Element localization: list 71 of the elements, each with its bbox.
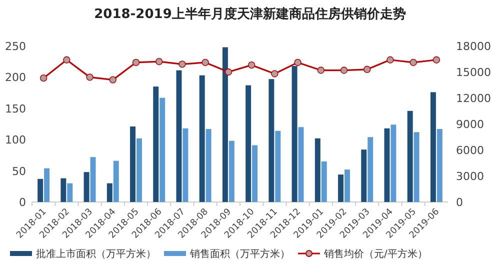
y-tick-label: 150 bbox=[5, 102, 26, 116]
bar bbox=[206, 128, 212, 202]
bar bbox=[252, 145, 258, 202]
point bbox=[86, 74, 94, 81]
bar bbox=[60, 178, 66, 202]
point bbox=[432, 56, 440, 64]
point bbox=[178, 60, 186, 68]
point bbox=[156, 58, 163, 66]
y2-tick-label: 6000 bbox=[456, 144, 484, 157]
point bbox=[317, 66, 324, 74]
y2-tick-label: 3000 bbox=[456, 170, 484, 183]
point bbox=[386, 56, 394, 64]
point bbox=[132, 58, 140, 66]
bar bbox=[384, 128, 390, 202]
bar bbox=[430, 92, 436, 202]
bar bbox=[153, 86, 159, 202]
legend-label: 销售面积（万平方米） bbox=[189, 248, 290, 260]
point bbox=[364, 66, 371, 73]
bar bbox=[344, 170, 350, 202]
y2-tick-label: 9000 bbox=[456, 118, 484, 131]
y2-tick-label: 18000 bbox=[456, 40, 491, 53]
point bbox=[271, 70, 278, 78]
bar bbox=[314, 138, 320, 202]
bar bbox=[275, 130, 281, 202]
bar bbox=[246, 85, 252, 202]
legend-label: 销售均价（元/平方米） bbox=[323, 248, 428, 260]
y2-tick-label: 0 bbox=[456, 196, 463, 209]
bar bbox=[38, 178, 44, 202]
bar bbox=[67, 183, 73, 202]
bar bbox=[298, 127, 304, 202]
bar bbox=[199, 75, 205, 202]
y-tick-label: 0 bbox=[19, 196, 26, 209]
bar bbox=[106, 183, 112, 202]
point bbox=[109, 76, 116, 84]
point bbox=[248, 61, 256, 69]
point bbox=[340, 66, 348, 74]
bar bbox=[268, 79, 274, 202]
point bbox=[63, 56, 70, 64]
chart-title: 2018-2019上半年月度天津新建商品住房供销价走势 bbox=[94, 6, 406, 22]
point bbox=[202, 58, 209, 66]
point bbox=[40, 74, 48, 82]
bar bbox=[136, 138, 142, 202]
bar bbox=[44, 168, 50, 202]
bar bbox=[222, 47, 228, 202]
bar bbox=[321, 161, 327, 202]
bar bbox=[436, 128, 442, 202]
point bbox=[224, 68, 232, 76]
bar bbox=[390, 124, 396, 202]
bar bbox=[182, 128, 188, 202]
y-tick-label: 200 bbox=[5, 71, 26, 84]
bar bbox=[176, 70, 182, 202]
point bbox=[410, 58, 417, 66]
bar bbox=[361, 150, 367, 202]
legend-label: 批准上市面积（万平方米） bbox=[36, 248, 156, 260]
bar bbox=[407, 110, 413, 202]
y2-tick-label: 15000 bbox=[456, 66, 491, 79]
bar bbox=[113, 160, 119, 202]
y2-tick-label: 12000 bbox=[456, 92, 491, 105]
y-tick-label: 50 bbox=[12, 164, 26, 178]
bar bbox=[160, 98, 166, 202]
point bbox=[294, 58, 302, 66]
y-tick-label: 100 bbox=[5, 134, 26, 147]
bar bbox=[414, 132, 420, 202]
bar bbox=[130, 126, 136, 202]
bar bbox=[90, 157, 96, 202]
bar bbox=[292, 66, 298, 202]
bar bbox=[84, 172, 90, 202]
y-tick-label: 250 bbox=[5, 40, 26, 53]
bar bbox=[338, 174, 344, 202]
bar bbox=[228, 140, 234, 202]
bar bbox=[368, 137, 374, 202]
